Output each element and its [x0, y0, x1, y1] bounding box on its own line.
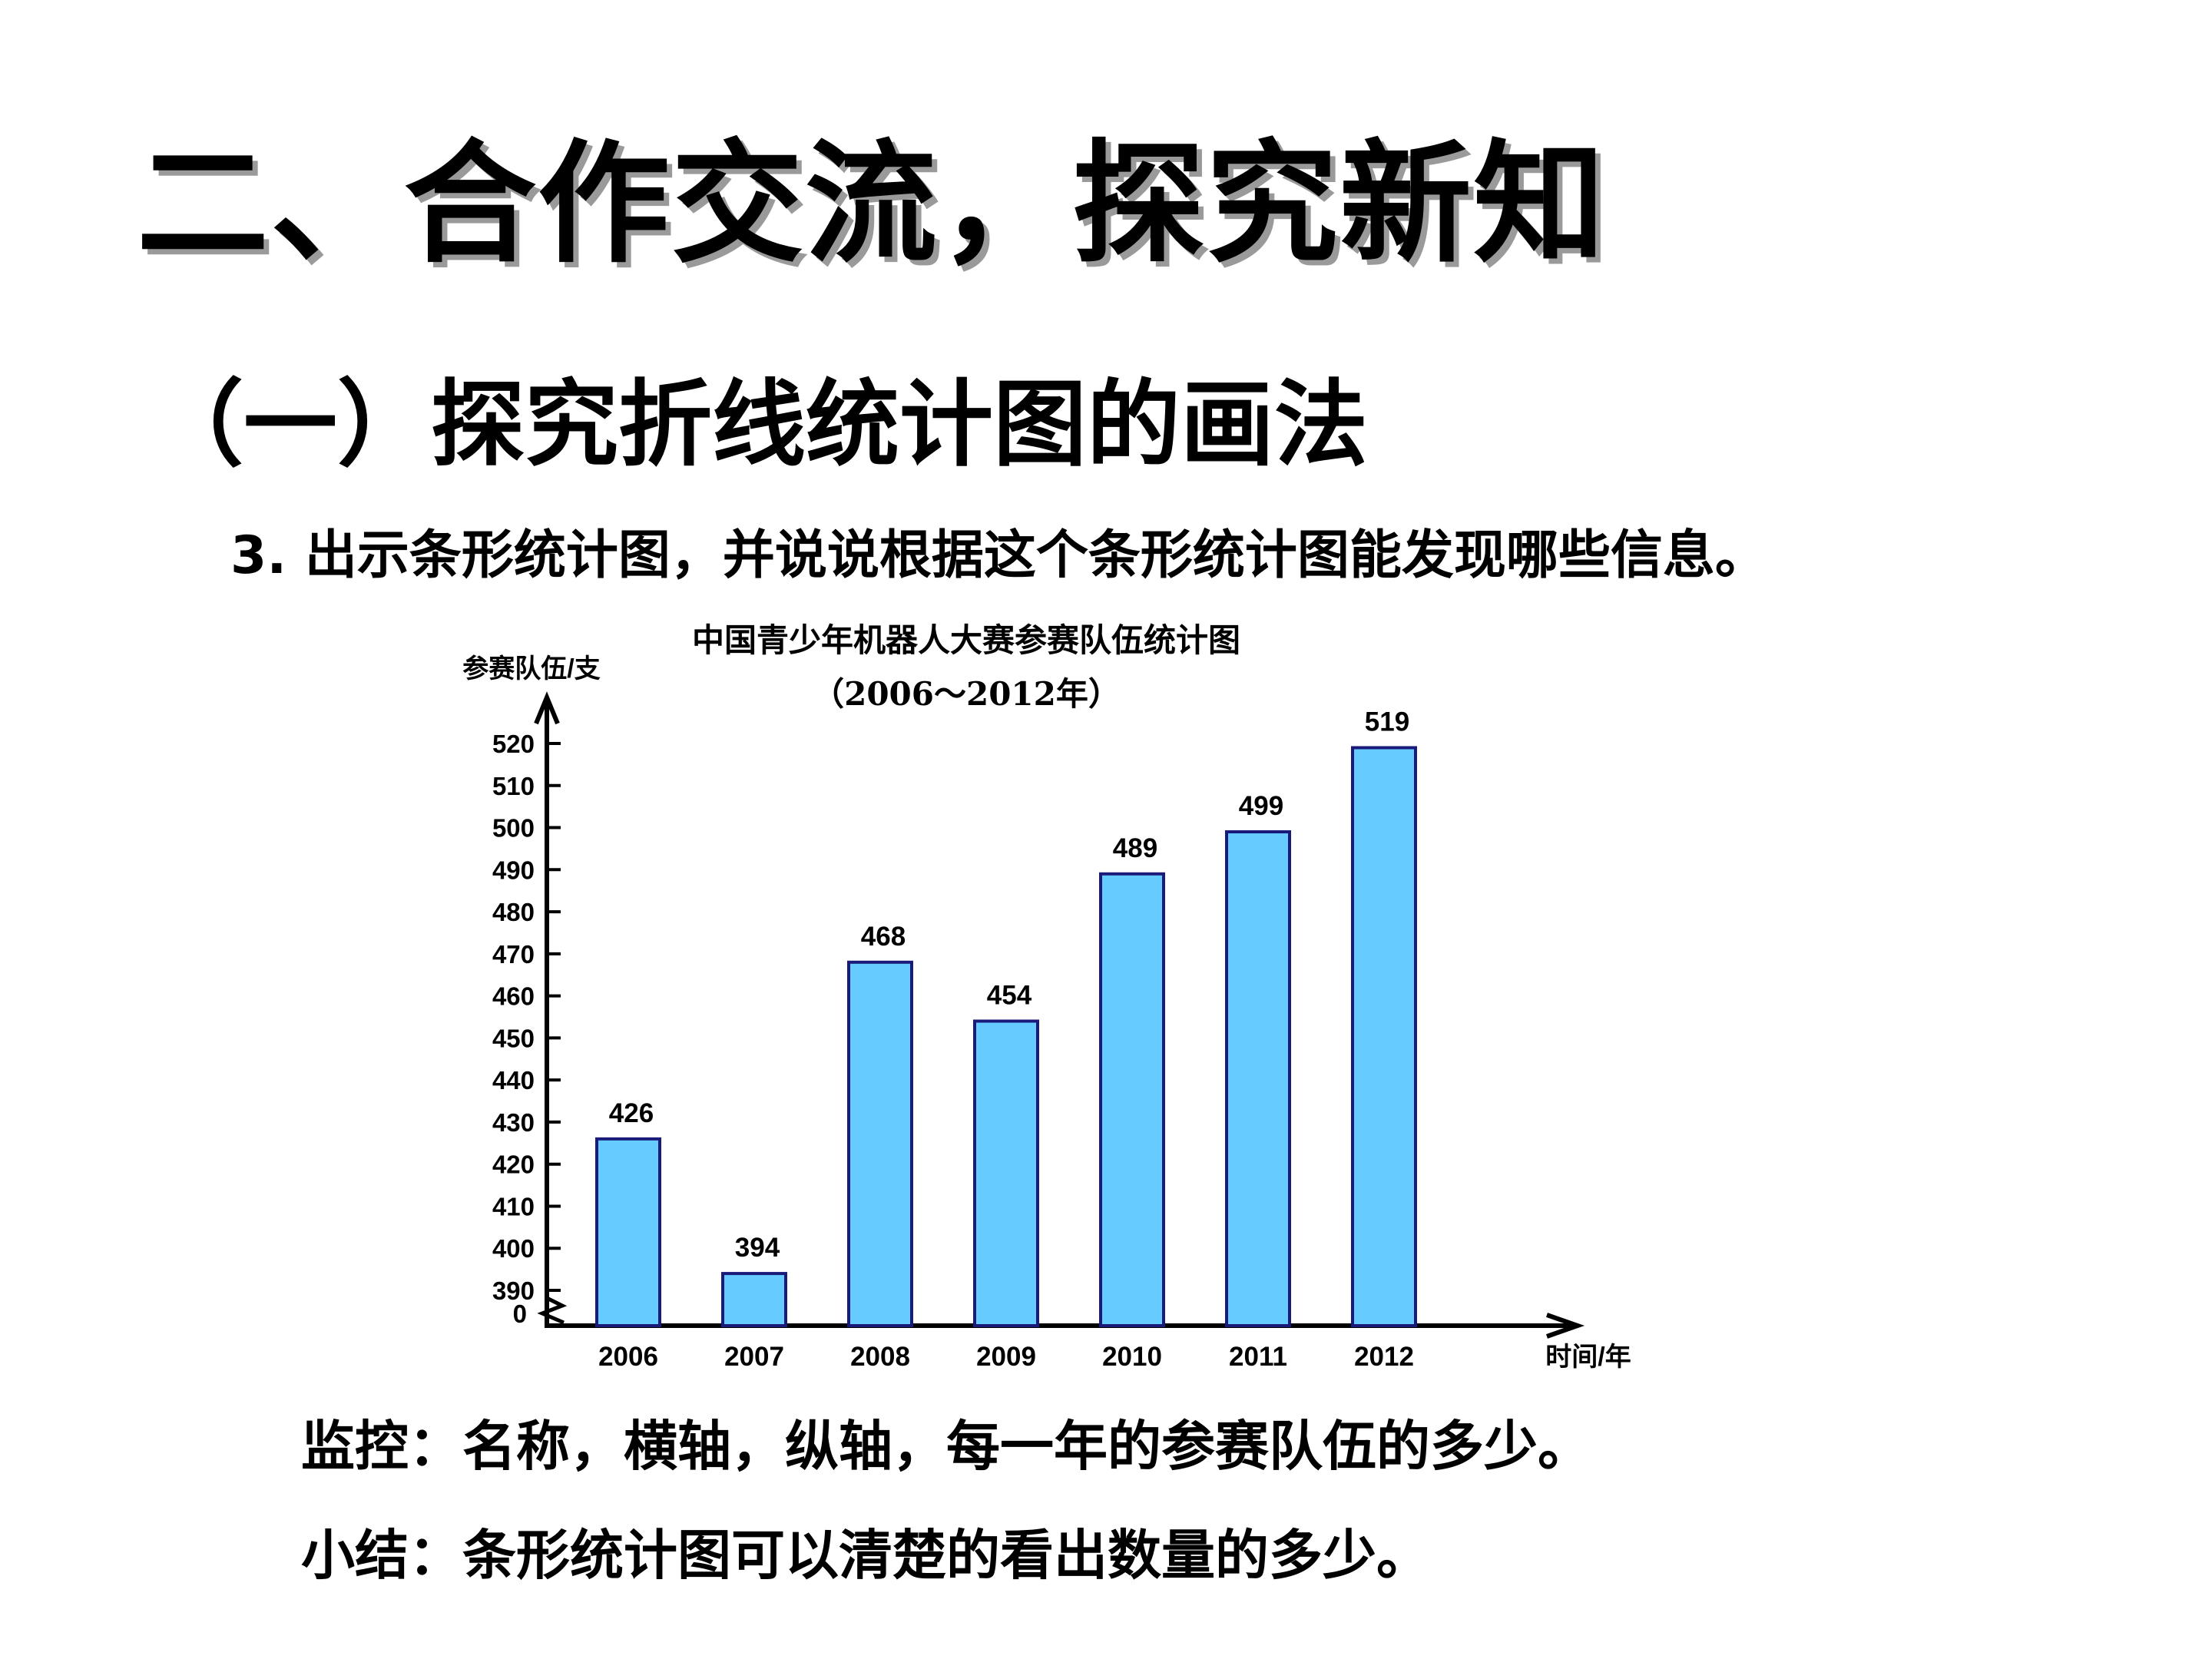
y-tick-label: 470	[492, 940, 535, 969]
bar	[721, 1272, 787, 1327]
instruction-text: 3. 出示条形统计图，并说说根据这个条形统计图能发现哪些信息。	[230, 525, 1767, 586]
y-tick-label: 520	[492, 730, 535, 758]
y-tick-label: 420	[492, 1151, 535, 1179]
page-title: 二、合作交流，探究新知	[137, 127, 1607, 281]
x-tick-label: 2007	[724, 1342, 784, 1372]
y-axis-arrow	[534, 691, 560, 725]
bar-value-label: 426	[609, 1098, 654, 1128]
x-axis-label: 时间/年	[1545, 1343, 1631, 1372]
bar	[847, 960, 913, 1328]
section-title: （一）探究折线统计图的画法	[150, 370, 1368, 479]
y-tick-label: 510	[492, 772, 535, 800]
bar	[1351, 746, 1417, 1327]
chart-subtitle: （2006～2012年）	[812, 675, 1121, 713]
y-tick-label: 450	[492, 1024, 535, 1052]
observe-note: 监控：名称，横轴，纵轴，每一年的参赛队伍的多少。	[301, 1415, 1591, 1478]
y-tick-label: 400	[492, 1234, 535, 1263]
bar-value-label: 394	[735, 1233, 780, 1263]
x-tick-label: 2008	[850, 1342, 910, 1372]
chart-title: 中国青少年机器人大赛参赛队伍统计图	[692, 621, 1240, 659]
bar	[595, 1137, 661, 1328]
x-tick-label: 2011	[1229, 1342, 1287, 1372]
y-tick-label: 460	[492, 982, 535, 1011]
bar-value-label: 468	[861, 922, 906, 952]
y-tick-label: 480	[492, 898, 535, 926]
x-tick-label: 2012	[1354, 1342, 1414, 1372]
x-tick-label: 2009	[976, 1342, 1036, 1372]
x-tick-label: 2006	[598, 1342, 658, 1372]
x-tick-label: 2010	[1102, 1342, 1162, 1372]
x-axis-arrow	[1546, 1313, 1585, 1339]
y-tick-label: 490	[492, 856, 535, 884]
y-tick-label: 390	[492, 1277, 535, 1305]
bar	[973, 1019, 1039, 1327]
y-tick-label: 0	[513, 1300, 527, 1328]
bar-value-label: 454	[987, 980, 1032, 1010]
y-axis-label: 参赛队伍/支	[462, 654, 600, 684]
bar-value-label: 519	[1365, 707, 1409, 737]
summary-note: 小结：条形统计图可以清楚的看出数量的多少。	[301, 1524, 1430, 1587]
y-tick-label: 430	[492, 1108, 535, 1137]
bar-value-label: 489	[1113, 833, 1157, 863]
y-tick-label: 410	[492, 1192, 535, 1220]
bar-value-label: 499	[1239, 791, 1283, 821]
bar	[1099, 872, 1165, 1328]
bar	[1225, 830, 1291, 1327]
y-tick-label: 440	[492, 1066, 535, 1094]
axis-break	[537, 1296, 568, 1325]
y-tick-label: 500	[492, 814, 535, 843]
